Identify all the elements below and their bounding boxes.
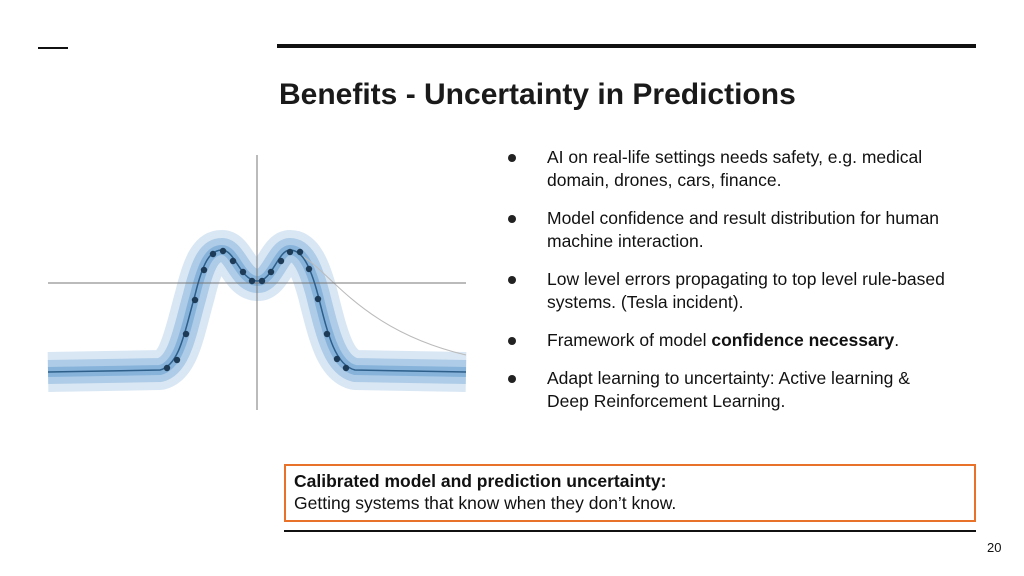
top-rule xyxy=(277,44,976,48)
bullet-text: AI on real-life settings needs safety, e… xyxy=(547,147,923,190)
bullet-dot xyxy=(508,276,516,284)
bullet-text: Framework of model xyxy=(547,330,712,350)
bullet: AI on real-life settings needs safety, e… xyxy=(505,146,955,192)
bullet-list: AI on real-life settings needs safety, e… xyxy=(505,146,955,428)
mean-line xyxy=(47,249,467,373)
observations xyxy=(163,247,350,372)
page-number: 20 xyxy=(987,540,1002,555)
callout-text: Getting systems that know when they don’… xyxy=(294,493,677,513)
bullet-dot xyxy=(508,215,516,223)
bullet-dot xyxy=(508,375,516,383)
callout-box: Calibrated model and prediction uncertai… xyxy=(284,464,976,522)
bullet-text: Model confidence and result distribution… xyxy=(547,208,940,251)
corner-dash xyxy=(38,47,68,49)
bullet-dot xyxy=(508,154,516,162)
bullet: Model confidence and result distribution… xyxy=(505,207,955,253)
bullet-dot xyxy=(508,337,516,345)
uncertainty-figure xyxy=(47,155,467,410)
bullet: Adapt learning to uncertainty: Active le… xyxy=(505,367,955,413)
bullet-text: . xyxy=(894,330,900,350)
bottom-rule xyxy=(284,530,976,532)
bullet-text: Adapt learning to uncertainty: Active le… xyxy=(547,368,910,411)
slide-title: Benefits - Uncertainty in Predictions xyxy=(279,78,796,111)
faint-sample xyxy=(299,254,467,356)
bullet-bold: confidence necessary xyxy=(711,330,895,350)
callout-heading: Calibrated model and prediction uncertai… xyxy=(294,471,667,491)
bullet-text: Low level errors propagating to top leve… xyxy=(547,269,945,312)
bullet: Framework of model confidence necessary. xyxy=(505,329,955,352)
bullet: Low level errors propagating to top leve… xyxy=(505,268,955,314)
